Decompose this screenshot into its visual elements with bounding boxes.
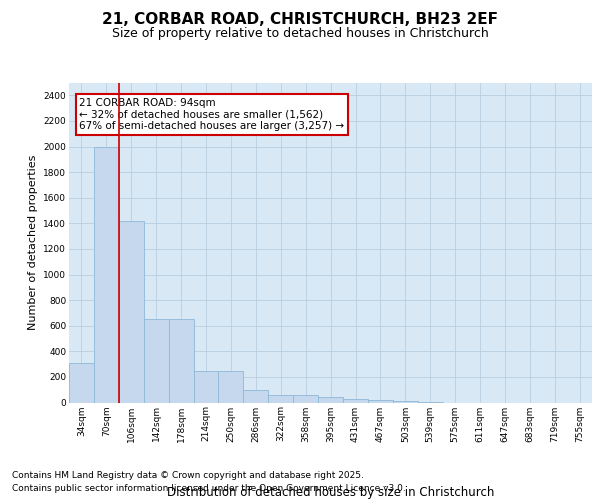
Text: Contains public sector information licensed under the Open Government Licence v3: Contains public sector information licen… <box>12 484 406 493</box>
Text: Contains HM Land Registry data © Crown copyright and database right 2025.: Contains HM Land Registry data © Crown c… <box>12 470 364 480</box>
Bar <box>343 398 368 402</box>
Bar <box>393 400 418 402</box>
Bar <box>69 363 94 403</box>
Bar <box>144 320 169 402</box>
Bar <box>169 320 194 402</box>
Bar <box>218 370 244 402</box>
Bar <box>244 390 268 402</box>
Y-axis label: Number of detached properties: Number of detached properties <box>28 155 38 330</box>
Bar <box>119 220 144 402</box>
Text: 21, CORBAR ROAD, CHRISTCHURCH, BH23 2EF: 21, CORBAR ROAD, CHRISTCHURCH, BH23 2EF <box>102 12 498 28</box>
Bar <box>268 396 293 402</box>
Bar <box>194 370 218 402</box>
Bar <box>293 396 318 402</box>
Bar <box>368 400 393 402</box>
Text: Size of property relative to detached houses in Christchurch: Size of property relative to detached ho… <box>112 28 488 40</box>
X-axis label: Distribution of detached houses by size in Christchurch: Distribution of detached houses by size … <box>167 486 494 499</box>
Text: 21 CORBAR ROAD: 94sqm
← 32% of detached houses are smaller (1,562)
67% of semi-d: 21 CORBAR ROAD: 94sqm ← 32% of detached … <box>79 98 344 131</box>
Bar <box>94 146 119 402</box>
Bar <box>318 398 343 402</box>
